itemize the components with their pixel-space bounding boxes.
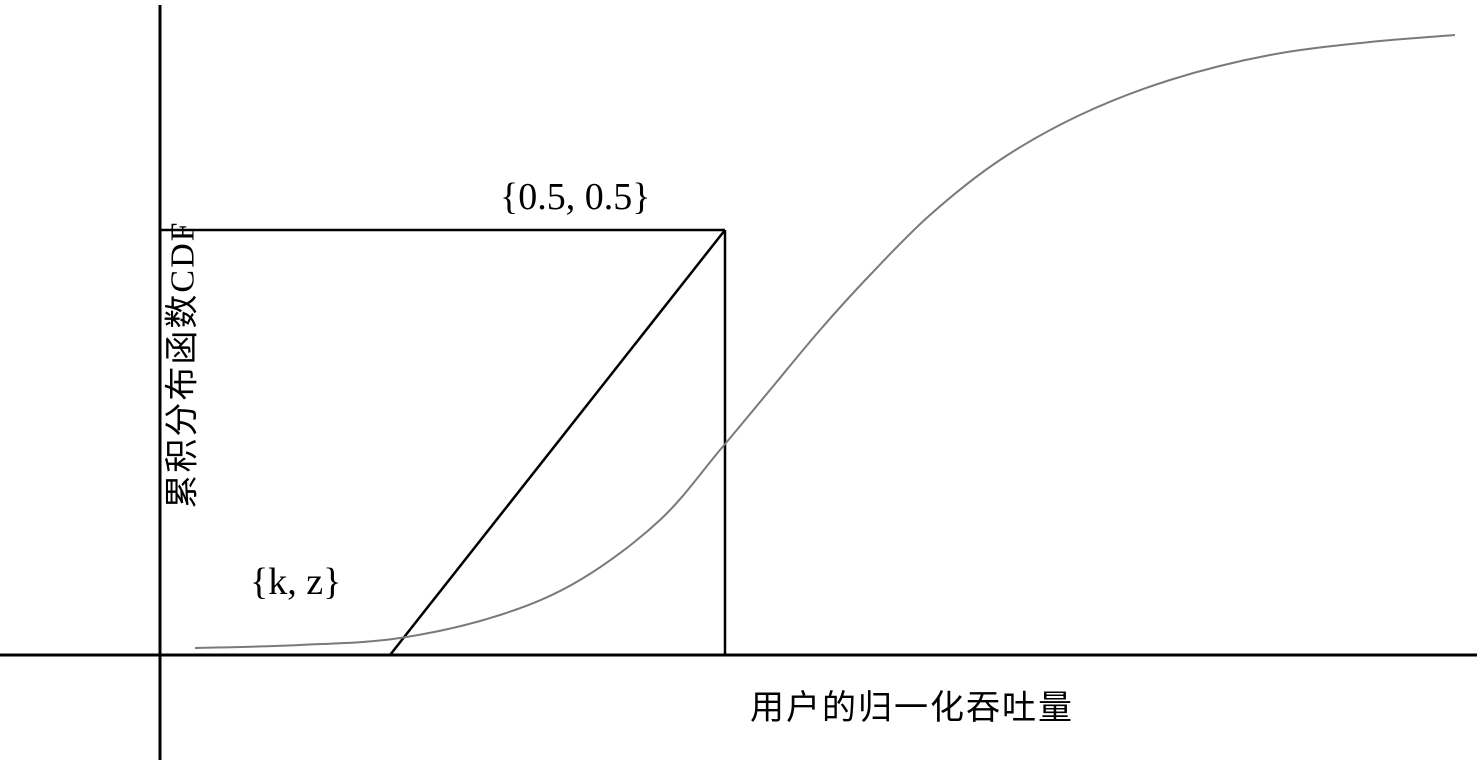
point-label-left: {k, z} bbox=[250, 560, 341, 604]
point-label-top: {0.5, 0.5} bbox=[500, 175, 650, 219]
chart-svg bbox=[0, 0, 1477, 760]
x-axis-label: 用户的归一化吞吐量 bbox=[750, 680, 1074, 729]
cdf-chart: 累积分布函数CDF 用户的归一化吞吐量 {0.5, 0.5} {k, z} bbox=[0, 0, 1477, 760]
y-axis-label: 累积分布函数CDF bbox=[155, 220, 204, 508]
cdf-curve bbox=[195, 35, 1455, 648]
